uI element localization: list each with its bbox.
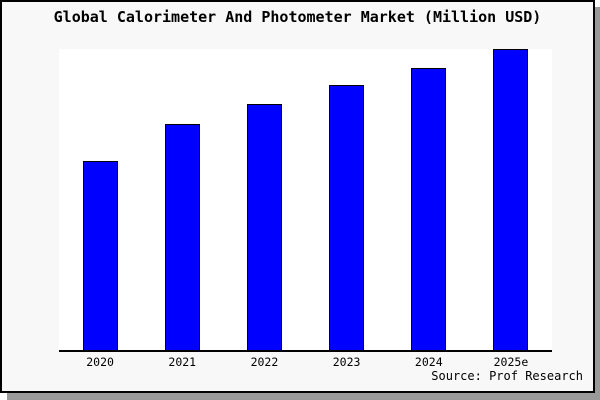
x-axis-labels: 2020 2021 2022 2023 2024 2025e xyxy=(59,355,552,369)
x-tick-label-2025e: 2025e xyxy=(493,355,529,369)
x-tick-label-2023: 2023 xyxy=(332,355,361,369)
x-tick-label-2022: 2022 xyxy=(250,355,279,369)
bar-2020 xyxy=(82,161,118,350)
source-credit: Source: Prof Research xyxy=(431,369,583,383)
chart-title: Global Calorimeter And Photometer Market… xyxy=(53,8,542,26)
bar-2023 xyxy=(329,85,365,350)
x-tick-label-2024: 2024 xyxy=(414,355,443,369)
x-tick-label-2021: 2021 xyxy=(168,355,197,369)
chart-frame: Global Calorimeter And Photometer Market… xyxy=(0,0,595,393)
bar-2021 xyxy=(164,124,200,350)
plot-area xyxy=(59,49,552,352)
bar-2024 xyxy=(411,68,447,350)
bar-2022 xyxy=(246,104,282,350)
bar-2025e xyxy=(493,49,529,350)
x-tick-label-2020: 2020 xyxy=(86,355,114,369)
